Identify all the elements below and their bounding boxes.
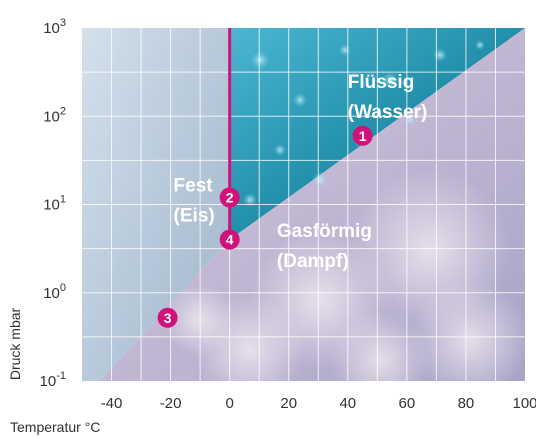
region-label-gas: Gasförmig (Dampf) [277, 221, 377, 272]
y-axis-ticks: 103 102 101 100 10-1 [40, 17, 66, 390]
x-axis-title: Temperatur °C [10, 419, 100, 435]
y-tick-label: 10-1 [40, 370, 66, 390]
y-tick-label: 103 [43, 17, 66, 37]
bubble-texture [312, 172, 328, 188]
marker-label: 2 [226, 190, 234, 206]
cloud-texture [330, 310, 430, 381]
x-tick-label: 100 [512, 395, 536, 412]
y-tick-label: 101 [43, 194, 66, 214]
region-labels: Fest (Eis) Flüssig (Wasser) Gasförmig (D… [174, 72, 428, 272]
bubble-texture [293, 93, 307, 107]
marker-2: 2 [219, 187, 240, 208]
marker-1: 1 [352, 125, 373, 146]
marker-3: 3 [157, 307, 178, 328]
x-tick-label: 0 [225, 395, 233, 412]
x-tick-label: 60 [399, 395, 416, 412]
x-tick-label: -20 [160, 395, 182, 412]
bubble-texture [433, 48, 447, 62]
x-tick-label: -40 [101, 395, 123, 412]
bubble-texture [274, 144, 286, 156]
x-tick-label: 20 [280, 395, 297, 412]
x-tick-label: 80 [458, 395, 475, 412]
marker-label: 3 [164, 310, 172, 326]
y-axis-title: Druck mbar [7, 307, 23, 380]
cloud-texture [410, 280, 525, 381]
bubble-texture [475, 40, 485, 50]
y-tick-label: 100 [43, 282, 66, 302]
y-tick-label: 102 [43, 105, 66, 125]
bubble-texture [243, 193, 257, 207]
region-label-liquid: Flüssig (Wasser) [348, 72, 428, 123]
x-tick-label: 40 [339, 395, 356, 412]
grid [82, 28, 525, 381]
bubble-texture [251, 51, 269, 69]
bubble-texture [339, 44, 351, 56]
x-axis-ticks: -40 -20 0 20 40 60 80 100 [101, 395, 536, 412]
numbered-markers: 1 2 3 4 [157, 125, 373, 328]
marker-label: 1 [359, 128, 367, 144]
marker-4: 4 [219, 229, 240, 250]
bubble-texture [382, 72, 398, 88]
marker-label: 4 [226, 232, 234, 248]
region-label-solid: Fest (Eis) [174, 176, 218, 227]
